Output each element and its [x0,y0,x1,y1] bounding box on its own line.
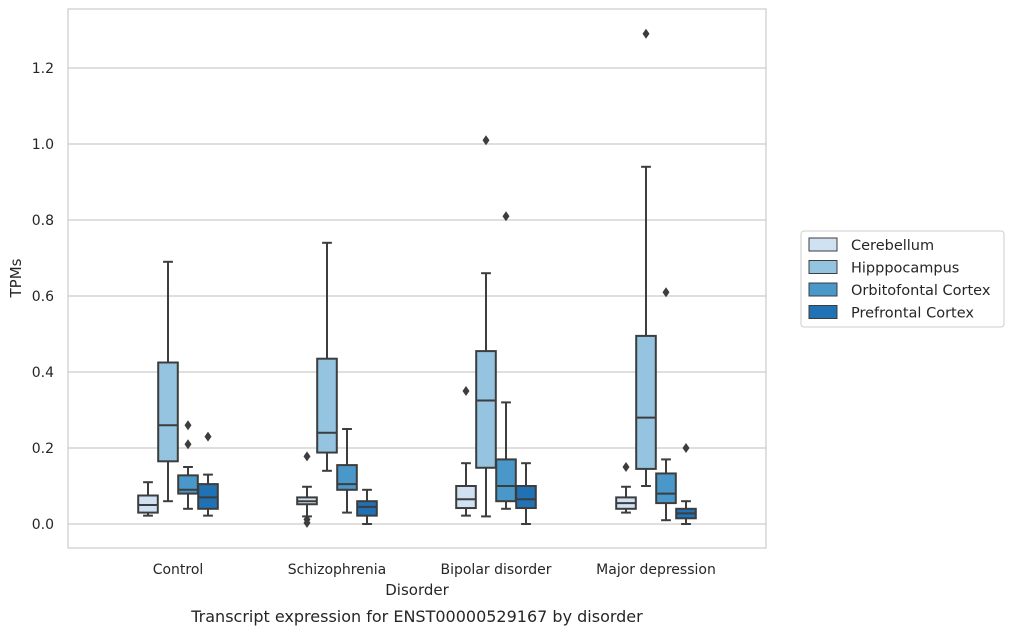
x-tick-label: Major depression [596,562,716,578]
box-iqr [455,485,477,510]
legend-item: Prefrontal Cortex [808,305,974,322]
box [475,135,497,518]
box [296,451,318,528]
y-tick-label: 1.0 [32,137,54,153]
y-tick-label: 0.2 [32,441,54,457]
x-axis-title: Disorder [385,581,449,599]
x-tick-labels: Control Schizophrenia Bipolar disorder Majo… [153,562,716,578]
outlier-point [502,211,510,222]
box-iqr [475,350,497,469]
box-series [137,28,697,528]
series-hipppocampus [157,28,657,518]
box [455,386,477,517]
y-tick-label: 1.2 [32,61,54,77]
x-tick-label: Control [153,562,204,578]
outlier-point [622,462,630,472]
box-iqr [515,485,537,510]
outlier-point [303,451,311,462]
box-iqr [635,334,657,470]
box [615,462,637,514]
box [356,488,378,525]
box [197,431,219,517]
outlier-point [642,28,650,39]
box-iqr [655,472,677,505]
outlier-point [682,443,690,453]
x-tick-label: Bipolar disorder [440,562,551,578]
legend-label: Prefrontal Cortex [851,306,974,322]
box-iqr [336,464,358,491]
legend-frame [800,230,1005,328]
box [316,241,338,472]
outlier-point [482,135,490,146]
series-orbitofontal-cortex [177,211,677,522]
plot-frame [67,8,767,549]
legend-swatch [808,237,838,252]
legend-swatch [808,305,838,319]
y-tick-label: 0.4 [32,365,54,381]
box-iqr [157,361,179,463]
box [635,28,657,487]
box-iqr [177,474,199,495]
y-gridlines [68,67,766,525]
outlier-point [662,287,670,298]
plot-background [68,9,766,548]
legend-item: Cerebellum [808,237,934,254]
box [157,260,179,503]
outlier-point [204,431,212,442]
outlier-point [462,386,470,396]
box [495,211,517,510]
legend-swatch [808,260,838,274]
box [655,287,677,522]
box [137,481,159,517]
legend: Cerebellum Hipppocampus Orbitofontal Corte… [800,230,1005,328]
box [336,428,358,514]
legend-label: Hipppocampus [851,261,959,277]
y-tick-label: 0.0 [32,517,54,533]
box-iqr [356,500,378,517]
legend-item: Orbitofontal Cortex [808,282,991,299]
chart-caption: Transcript expression for ENST0000052916… [190,607,643,626]
outlier-point [184,439,192,450]
legend-items: Cerebellum Hipppocampus Orbitofontal Corte… [808,237,991,322]
series-prefrontal-cortex [197,431,697,525]
y-axis-title: TPMs [7,258,25,298]
legend-label: Cerebellum [851,238,934,254]
series-cerebellum [137,386,637,528]
x-tick-label: Schizophrenia [288,562,386,578]
outlier-point [303,517,311,528]
legend-swatch [808,282,838,297]
y-tick-labels: 0.0 0.2 0.4 0.6 0.8 1.0 1.2 [32,61,54,533]
box-iqr [316,357,338,454]
box [675,443,697,525]
legend-item: Hipppocampus [808,260,959,277]
y-tick-label: 0.8 [32,213,54,229]
y-tick-label: 0.6 [32,289,54,305]
outlier-point [184,420,192,431]
box-iqr [495,458,517,503]
legend-label: Orbitofontal Cortex [851,283,991,299]
box [515,462,537,525]
